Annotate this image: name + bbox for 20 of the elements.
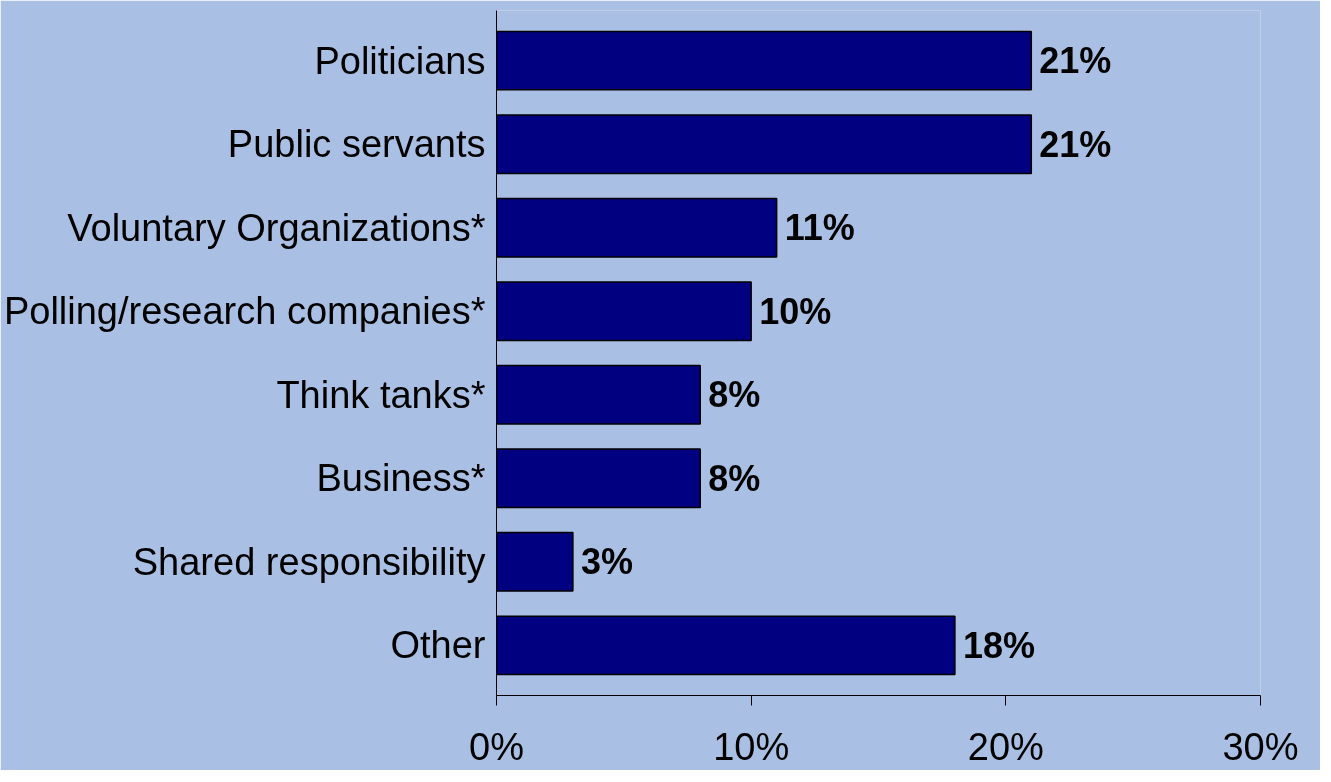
y-tick-label: Public servants	[227, 123, 486, 166]
x-tick-label: 10%	[713, 725, 790, 768]
data-label: 18%	[962, 624, 1035, 666]
y-tick-label: Polling/research companies*	[3, 290, 486, 333]
y-tick-label: Other	[390, 624, 486, 667]
data-label: 8%	[708, 457, 761, 499]
y-tick-label: Think tanks*	[276, 373, 486, 416]
data-label: 11%	[784, 207, 855, 249]
data-label: 3%	[580, 541, 633, 583]
data-label: 10%	[759, 290, 832, 332]
data-label: 21%	[1039, 40, 1112, 82]
data-label: 21%	[1039, 123, 1112, 165]
y-tick-label: Business*	[316, 457, 486, 500]
x-tick-label: 0%	[469, 725, 524, 768]
y-tick-label: Shared responsibility	[132, 540, 486, 583]
y-tick-label: Voluntary Organizations*	[67, 206, 486, 249]
x-tick-label: 20%	[967, 725, 1044, 768]
y-tick-label: Politicians	[314, 39, 486, 82]
x-tick-label: 30%	[1222, 725, 1299, 768]
data-label: 8%	[708, 374, 761, 416]
